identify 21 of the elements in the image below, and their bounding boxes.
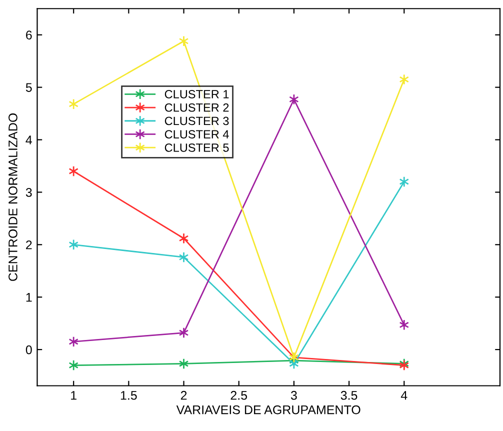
- x-tick-label: 3.5: [340, 390, 358, 400]
- y-tick-label: 2: [26, 240, 32, 250]
- x-tick-label: 4: [400, 391, 408, 400]
- x-axis-title: VARIAVEIS DE AGRUPAMENTO: [176, 405, 360, 414]
- legend-label: CLUSTER 3: [164, 116, 229, 126]
- y-tick-label: 6: [26, 30, 32, 40]
- y-tick-label: 1: [26, 293, 32, 302]
- legend-label: CLUSTER 4: [164, 130, 229, 138]
- x-tick-label: 1.5: [120, 391, 137, 400]
- legend-label: CLUSTER 1: [164, 90, 229, 98]
- legend-label: CLUSTER 2: [164, 103, 229, 112]
- y-tick-label: 4: [26, 136, 32, 144]
- x-tick-label: 1: [71, 391, 76, 400]
- legend-label: CLUSTER 5: [164, 143, 229, 152]
- y-axis-title: CENTROIDE NORMALIZADO: [8, 113, 18, 281]
- y-tick-label: 0: [26, 345, 32, 354]
- x-tick-label: 2: [180, 390, 187, 400]
- y-tick-label: 3: [26, 188, 32, 197]
- y-tick-label: 5: [26, 83, 32, 92]
- x-tick-label: 2.5: [230, 390, 248, 400]
- x-tick-label: 3: [290, 390, 297, 400]
